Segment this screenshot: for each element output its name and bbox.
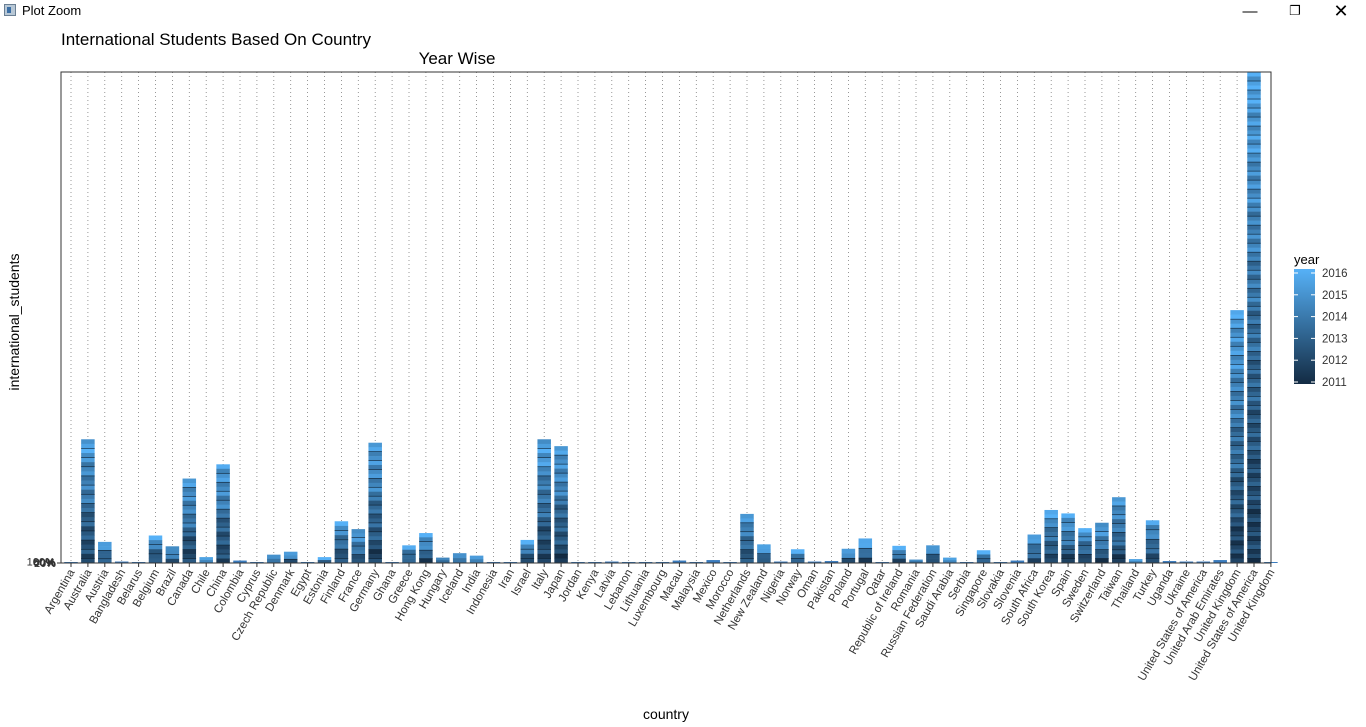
bar-10 — [216, 464, 230, 564]
bar-52 — [926, 545, 940, 564]
y-axis-ticks: 20%40%60%80%100% — [27, 556, 61, 570]
bar-11 — [233, 560, 247, 563]
bar-43 — [774, 561, 788, 563]
x-axis-ticks: ArgentinaAustraliaAustriaBangladeshBelar… — [43, 563, 1277, 683]
bar-18 — [351, 529, 366, 564]
bar-17 — [334, 521, 349, 564]
minimize-button[interactable]: — — [1242, 2, 1258, 20]
bar-28 — [520, 539, 535, 564]
y-tick-label: 60% — [33, 557, 55, 569]
grid-lines — [70, 72, 1272, 563]
legend-label: 2015 — [1322, 290, 1348, 302]
window-titlebar: Plot Zoom — ❐ ✕ — [0, 0, 1366, 22]
bar-25 — [469, 555, 484, 564]
y-tick-label: 100% — [27, 556, 55, 568]
close-button[interactable]: ✕ — [1333, 0, 1349, 21]
bar-22 — [419, 533, 433, 564]
legend: year 2016 2015 2014 2013 2012 2011 — [1294, 252, 1348, 389]
bar-16 — [317, 557, 332, 564]
bar-45 — [807, 561, 822, 563]
y-tick-label: 20% — [34, 558, 56, 570]
bar-69 — [1213, 560, 1227, 563]
bar-21 — [402, 545, 416, 564]
chart-subtitle: Year Wise — [419, 49, 496, 68]
chart-plot: International Students Based On Country … — [6, 30, 1348, 722]
bar-41 — [740, 513, 754, 564]
bar-2 — [81, 439, 95, 564]
bar-50 — [892, 545, 906, 564]
bar-66 — [1162, 561, 1177, 563]
bar-60 — [1061, 513, 1075, 564]
bar-53 — [943, 557, 957, 564]
bar-42 — [757, 544, 771, 564]
y-axis-label: international_students — [6, 254, 22, 391]
bar-37 — [672, 560, 687, 563]
bar-59 — [1044, 509, 1058, 564]
bar-39 — [706, 560, 720, 563]
legend-label: 2014 — [1322, 312, 1348, 324]
bar-67 — [1179, 561, 1194, 563]
legend-label: 2012 — [1322, 355, 1348, 367]
bar-8 — [182, 478, 197, 564]
bar-33 — [605, 561, 619, 563]
y-tick-label: 40% — [34, 558, 56, 570]
bar-64 — [1128, 559, 1143, 564]
legend-label: 2016 — [1322, 268, 1348, 280]
bar-23 — [436, 557, 450, 564]
bar-70 — [1230, 310, 1244, 564]
bar-62 — [1095, 522, 1109, 564]
legend-label: 2011 — [1322, 377, 1347, 389]
bar-68 — [1196, 561, 1211, 563]
bar-4 — [114, 561, 129, 563]
legend-colorbar — [1294, 269, 1315, 384]
plot-panel-border — [60, 71, 1272, 564]
bar-30 — [554, 446, 568, 564]
plot-window-icon — [4, 4, 16, 16]
bar-29 — [537, 439, 551, 564]
bar-46 — [824, 561, 839, 563]
legend-label: 2013 — [1322, 333, 1348, 345]
x-axis-label: country — [643, 706, 689, 722]
bar-19 — [368, 442, 382, 564]
bar-24 — [452, 553, 467, 564]
bar-58 — [1027, 534, 1042, 564]
bar-65 — [1145, 520, 1160, 564]
window-title: Plot Zoom — [22, 3, 82, 18]
bar-3 — [98, 541, 112, 564]
bar-6 — [148, 535, 163, 564]
bar-44 — [790, 549, 805, 564]
bar-61 — [1078, 528, 1092, 564]
bar-63 — [1112, 497, 1126, 564]
y-tick-label: 80% — [33, 557, 55, 569]
bar-9 — [199, 557, 213, 564]
bar-71 — [1247, 72, 1261, 564]
bar-55 — [976, 550, 991, 564]
bar-48 — [858, 538, 873, 564]
restore-button[interactable]: ❐ — [1289, 3, 1301, 18]
bar-7 — [165, 546, 180, 564]
bar-57 — [1010, 560, 1025, 563]
legend-title: year — [1294, 252, 1320, 267]
bar-14 — [283, 551, 298, 564]
bars — [64, 72, 1278, 564]
bar-13 — [267, 554, 281, 564]
chart-title: International Students Based On Country — [61, 30, 371, 49]
bar-47 — [841, 548, 856, 564]
bar-51 — [909, 559, 923, 564]
